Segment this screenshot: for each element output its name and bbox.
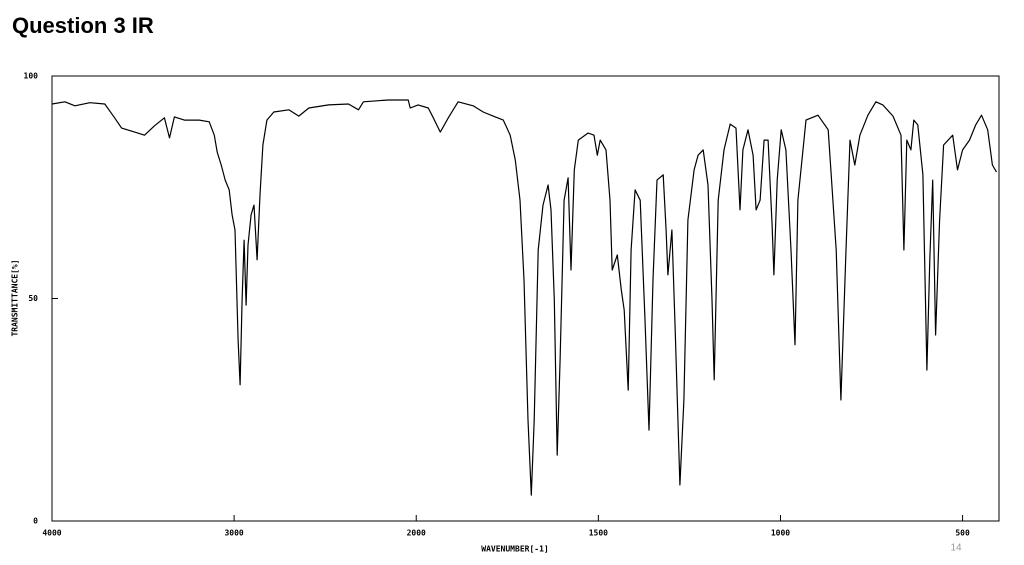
x-tick-label: 2000 bbox=[407, 529, 426, 538]
slide-title: Question 3 IR bbox=[12, 13, 154, 38]
y-tick-label: 100 bbox=[24, 72, 39, 81]
y-tick-label: 0 bbox=[33, 517, 38, 526]
page-number: 14 bbox=[950, 543, 962, 554]
x-tick-label: 3000 bbox=[224, 529, 243, 538]
x-tick-label: 1500 bbox=[589, 529, 608, 538]
x-axis-label: WAVENUMBER[-1] bbox=[481, 545, 548, 554]
spectrum-line bbox=[51, 99, 998, 496]
y-tick-label: 50 bbox=[28, 294, 38, 303]
y-axis-label: TRANSMITTANCE[%] bbox=[11, 259, 20, 336]
x-tick-label: 500 bbox=[955, 529, 970, 538]
x-tick-label: 1000 bbox=[771, 529, 790, 538]
x-tick-label: 4000 bbox=[42, 529, 61, 538]
plot-frame bbox=[51, 75, 1000, 522]
